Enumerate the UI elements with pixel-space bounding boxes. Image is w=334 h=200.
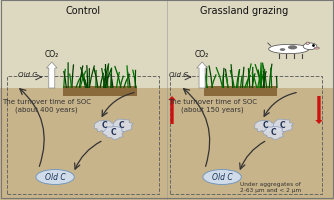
Bar: [204, 86, 277, 96]
Bar: [0, 0, 334, 88]
Text: C: C: [111, 128, 116, 137]
Polygon shape: [94, 121, 116, 133]
Text: CO₂: CO₂: [45, 50, 59, 59]
Text: CO₂: CO₂: [195, 50, 209, 59]
Ellipse shape: [288, 45, 297, 49]
Bar: [170, 76, 322, 194]
Text: The turnover time of SOC
(about 400 years): The turnover time of SOC (about 400 year…: [2, 99, 91, 113]
Text: C: C: [102, 121, 108, 130]
Text: C: C: [119, 121, 125, 130]
Text: Old C: Old C: [45, 172, 65, 182]
Ellipse shape: [314, 47, 319, 49]
Polygon shape: [263, 126, 284, 139]
Ellipse shape: [280, 48, 285, 51]
FancyArrow shape: [315, 96, 323, 124]
Bar: [63, 86, 137, 96]
FancyArrow shape: [197, 62, 207, 88]
Text: The turnover time of SOC
(about 150 years): The turnover time of SOC (about 150 year…: [168, 99, 257, 113]
Bar: [7, 76, 159, 194]
Text: Control: Control: [66, 6, 101, 16]
Text: Old C: Old C: [169, 72, 188, 78]
Polygon shape: [254, 121, 276, 133]
Text: Under aggregates of
2-63 μm and < 2 μm: Under aggregates of 2-63 μm and < 2 μm: [240, 182, 302, 193]
Bar: [0, 88, 334, 200]
Text: C: C: [271, 128, 277, 137]
Text: C: C: [262, 121, 268, 130]
Text: Old C: Old C: [212, 172, 232, 182]
FancyArrow shape: [46, 62, 57, 88]
Ellipse shape: [36, 170, 74, 184]
Polygon shape: [111, 119, 133, 133]
Ellipse shape: [306, 42, 309, 44]
Text: Old C: Old C: [18, 72, 37, 78]
Ellipse shape: [203, 170, 241, 184]
Text: C: C: [279, 121, 285, 130]
FancyArrow shape: [168, 96, 176, 124]
Polygon shape: [271, 119, 294, 133]
Polygon shape: [103, 126, 124, 139]
Ellipse shape: [269, 44, 309, 54]
Text: Grassland grazing: Grassland grazing: [200, 6, 288, 16]
Ellipse shape: [303, 43, 317, 50]
